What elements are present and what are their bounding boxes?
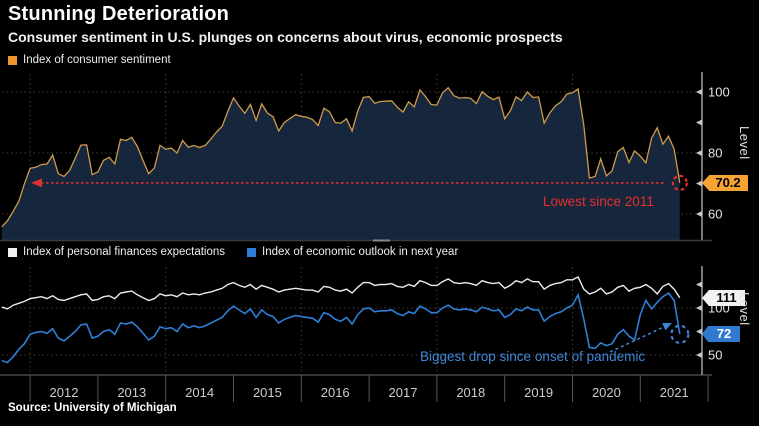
economic-outlook-line (1, 291, 681, 364)
y-axis-tick-label: 80 (708, 146, 722, 161)
y-axis-tick-icon (696, 89, 702, 95)
x-axis-label: 2012 (50, 385, 79, 400)
y-axis-tick-icon (696, 281, 702, 288)
annotation-biggest-drop: Biggest drop since onset of pandemic (420, 349, 646, 364)
y-axis-tick-icon (696, 119, 702, 126)
y-axis-tick-icon (696, 211, 702, 217)
blue-dashed-circle-icon (670, 324, 690, 344)
y-axis-tick-icon (696, 180, 702, 187)
blue-arrowhead-icon (662, 323, 672, 331)
y-axis-tick-icon (696, 150, 702, 156)
y-axis-tick-label: 100 (708, 85, 730, 100)
page-title: Stunning Deterioration (8, 3, 230, 25)
consumer-sentiment-line (1, 86, 681, 228)
page-subtitle: Consumer sentiment in U.S. plunges on co… (8, 29, 563, 45)
x-axis-label: 2020 (592, 385, 621, 400)
y-axis-tick-label: 50 (708, 348, 722, 363)
blue-dashed-arrow-line (609, 324, 669, 353)
legend-swatch-white-icon (8, 247, 17, 257)
x-axis-label: 2016 (321, 385, 350, 400)
legend-label: Index of economic outlook in next year (262, 246, 459, 258)
x-axis-label: 2013 (117, 385, 146, 400)
y-axis-tick-label: 60 (708, 207, 722, 222)
y-axis-title-bottom: Level (737, 292, 752, 326)
legend-label: Index of personal finances expectations (23, 246, 226, 258)
last-value-badge-finances: 111 (702, 290, 745, 306)
red-dashed-circle-icon (671, 174, 688, 191)
y-axis-tick-icon (696, 328, 702, 335)
x-axis-label: 2014 (185, 385, 214, 400)
red-arrowhead-icon (31, 178, 42, 188)
legend-bottom-panel: Index of personal finances expectations … (8, 246, 458, 258)
x-axis-label: 2018 (456, 385, 485, 400)
personal-finances-line (1, 276, 681, 310)
annotation-lowest-since-2011: Lowest since 2011 (543, 194, 654, 209)
legend-item-personal-finances: Index of personal finances expectations (8, 246, 225, 258)
legend-label: Index of consumer sentiment (23, 54, 171, 66)
legend-swatch-blue-icon (247, 247, 257, 257)
last-value-badge-outlook: 72 (702, 326, 740, 342)
consumer-sentiment-area (1, 87, 680, 240)
legend-item-consumer-sentiment: Index of consumer sentiment (8, 54, 171, 66)
y-axis-title-top: Level (737, 126, 752, 160)
x-axis-label: 2015 (253, 385, 282, 400)
x-axis-label: 2017 (389, 385, 418, 400)
source-credit: Source: University of Michigan (8, 402, 177, 414)
legend-top-panel: Index of consumer sentiment (8, 54, 171, 66)
x-axis-label: 2021 (660, 385, 689, 400)
legend-item-economic-outlook: Index of economic outlook in next year (247, 246, 458, 258)
legend-swatch-orange-icon (8, 55, 17, 65)
x-axis-label: 2019 (524, 385, 553, 400)
y-axis-tick-icon (696, 305, 702, 311)
y-axis-tick-icon (696, 352, 702, 358)
last-value-badge-sentiment: 70.2 (702, 175, 748, 191)
